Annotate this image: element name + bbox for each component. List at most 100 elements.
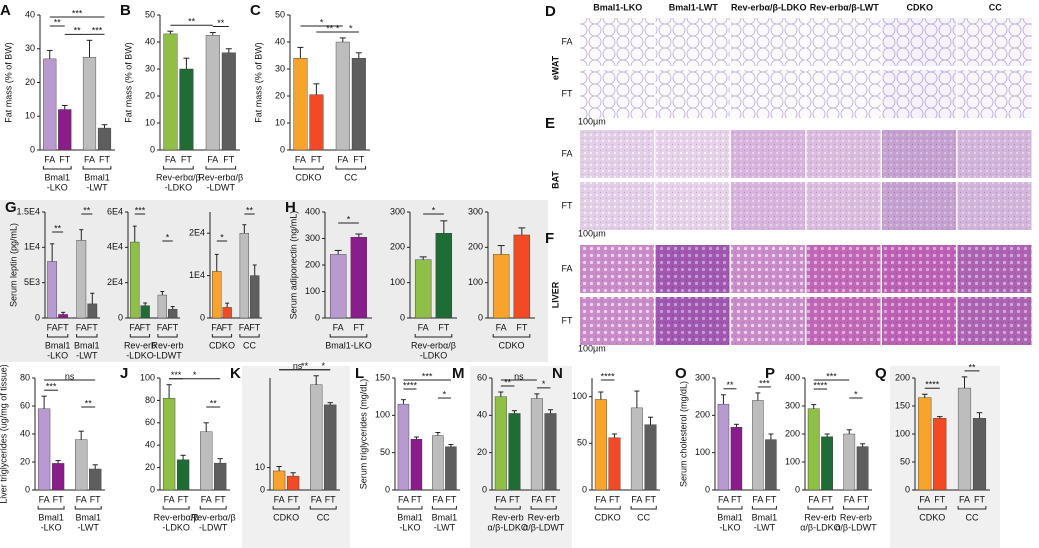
x-tick-label: FA (337, 154, 348, 164)
group-bracket (397, 506, 423, 510)
significance-label: ** (83, 205, 91, 215)
column-header: Rev-erbα/β-LWT (810, 2, 880, 12)
bar (97, 127, 112, 151)
group-bracket (162, 506, 190, 510)
x-tick-label: FT (58, 322, 69, 332)
bar (310, 384, 323, 491)
group-label: CDKO (919, 512, 945, 522)
group-label: CC (317, 512, 330, 522)
significance-label: * (220, 232, 224, 242)
significance-label: ** (188, 17, 196, 27)
x-tick-label: FT (731, 494, 742, 504)
histology-image (655, 182, 730, 230)
x-tick-label: FA (718, 494, 729, 504)
x-tick-label: FA (39, 494, 50, 504)
bar (933, 418, 947, 491)
histology-image (882, 245, 956, 293)
x-tick-label: FA (207, 154, 218, 164)
row-label: FA (561, 263, 572, 273)
histology-image (957, 297, 1032, 345)
group-label: Bmal1 (432, 512, 458, 522)
bar (82, 56, 97, 151)
group-bracket (843, 506, 869, 510)
panel-letter: L (355, 365, 364, 382)
row-label: FT (562, 88, 573, 98)
histology-image (882, 182, 956, 230)
y-tick-label: 0 (260, 484, 265, 494)
group-bracket (205, 166, 237, 170)
significance-label: **** (813, 380, 828, 390)
group-label: CC (243, 340, 256, 350)
histology-image (806, 70, 881, 118)
y-tick-label: 0 (478, 312, 483, 322)
group-label: Rev-erb (152, 340, 184, 350)
group-bracket (76, 334, 98, 338)
y-tick-label: 300 (785, 400, 800, 410)
group-label: -LDKO (420, 350, 448, 360)
y-tick-label: 0 (30, 144, 35, 154)
y-tick-label: 0 (385, 484, 390, 494)
bar (130, 241, 140, 319)
significance-label: ** (301, 361, 309, 371)
group-label: CC (966, 512, 979, 522)
significance-label: ** (54, 17, 62, 27)
bar (37, 408, 51, 491)
group-bracket (717, 506, 743, 510)
histology-image (655, 18, 730, 66)
x-tick-label: FT (509, 494, 520, 504)
bar (397, 403, 410, 491)
bar (435, 232, 453, 319)
y-tick-label: 30 (25, 43, 35, 53)
y-axis-label: Liver triglycerides (ug/mg of tissue) (0, 364, 8, 504)
group-label: Rev-erbα/β (198, 172, 243, 182)
x-tick-label: FT (223, 154, 234, 164)
bar (335, 41, 350, 151)
group-label: Bmal1 (752, 512, 778, 522)
y-tick-label: 100 (895, 428, 910, 438)
y-tick-label: 30 (275, 63, 285, 73)
group-label: -LKO (399, 522, 420, 532)
x-tick-label: FT (90, 494, 101, 504)
group-label: -LDWT (207, 182, 236, 192)
panel-letter: E (545, 115, 555, 132)
bar (324, 404, 337, 491)
x-tick-label: FT (140, 322, 151, 332)
row-label: FT (562, 315, 573, 325)
significance-label: * (432, 205, 436, 215)
y-tick-label: 40 (477, 410, 487, 420)
y-axis-label: Serum leptin (pg/mL) (8, 223, 18, 307)
column-header: Rev-erbα/β-LDKO (731, 2, 807, 12)
bar (205, 35, 220, 151)
significance-label: * (349, 23, 353, 33)
group-label: CDKO (209, 340, 235, 350)
bar (200, 431, 213, 491)
group-bracket (129, 334, 151, 338)
significance-label: * (443, 389, 447, 399)
y-tick-label: 200 (785, 428, 800, 438)
y-tick-label: 0 (482, 484, 487, 494)
y-tick-label: 10 (145, 117, 155, 127)
y-tick-label: 0 (25, 484, 30, 494)
bar (58, 109, 72, 151)
y-tick-label: 300 (390, 206, 405, 216)
y-tick-label: 40 (25, 9, 35, 19)
y-tick-label: 50 (577, 438, 587, 448)
bar (350, 236, 368, 319)
y-tick-label: 0 (35, 312, 40, 322)
bar (212, 271, 222, 319)
y-tick-label: 0 (280, 144, 285, 154)
bar (43, 58, 57, 151)
y-tick-label: 200 (390, 242, 405, 252)
bar (272, 470, 286, 491)
y-axis-label: Fat mass (% of BW) (253, 42, 263, 123)
bar (168, 308, 178, 319)
x-tick-label: FT (438, 322, 449, 332)
x-tick-label: FA (295, 154, 306, 164)
histology-image (731, 130, 805, 178)
histology-image (731, 297, 805, 345)
y-tick-label: 200 (305, 259, 320, 269)
bar (843, 433, 856, 491)
y-tick-label: 5E3 (24, 277, 40, 287)
group-label: Bmal1 (44, 172, 70, 182)
y-tick-label: 1.5E4 (16, 206, 40, 216)
